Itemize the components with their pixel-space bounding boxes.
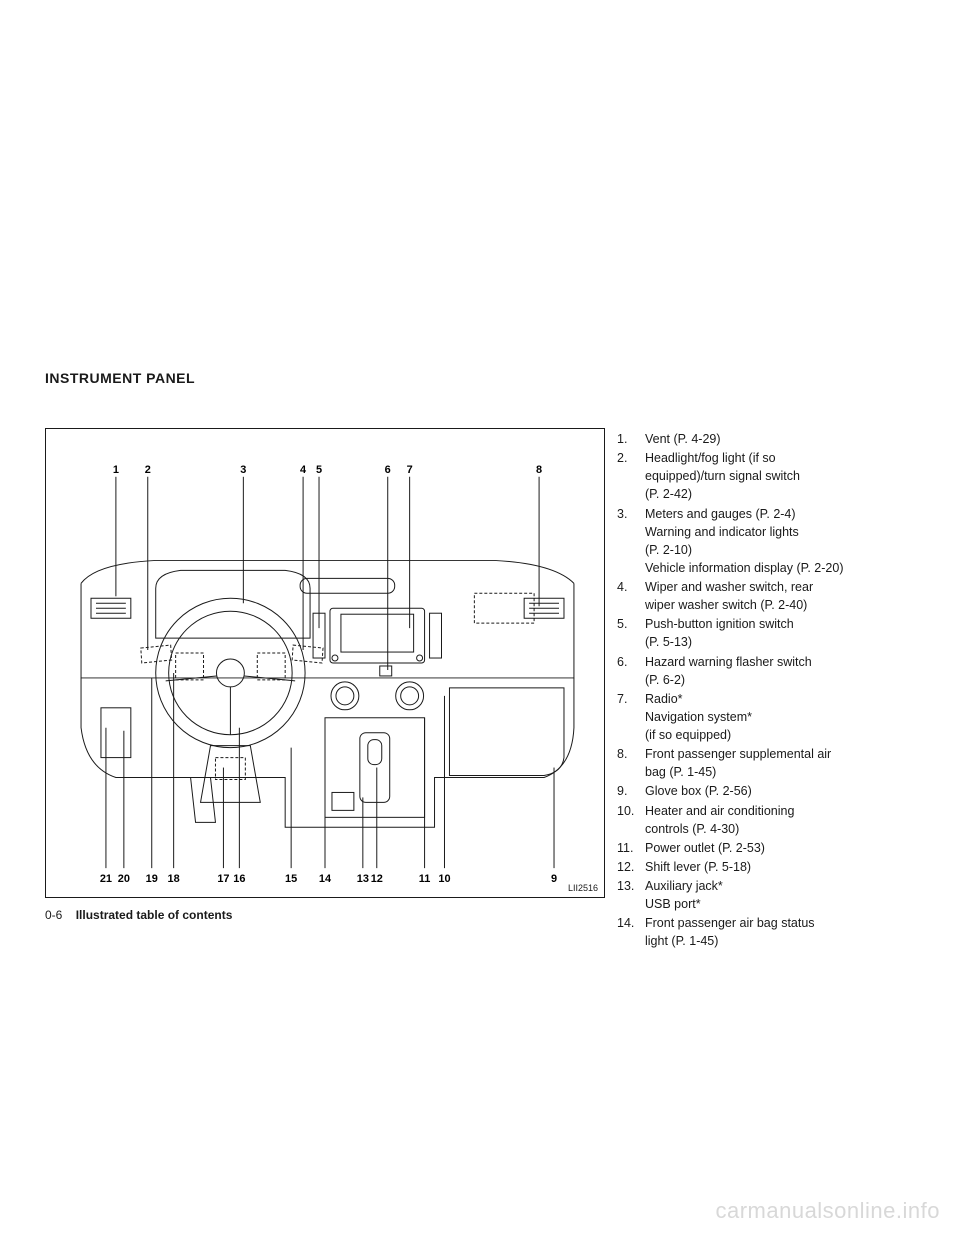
legend-item: 5.Push-button ignition switch(P. 5-13) <box>617 615 915 651</box>
diagram-container: 12345678 <box>45 428 605 898</box>
page-footer: 0-6 Illustrated table of contents <box>45 908 232 922</box>
legend-item: 11.Power outlet (P. 2-53) <box>617 839 915 857</box>
legend-text: Front passenger supplemental airbag (P. … <box>645 745 915 781</box>
svg-text:19: 19 <box>146 873 158 885</box>
svg-text:20: 20 <box>118 873 130 885</box>
legend-number: 8. <box>617 745 645 781</box>
legend-number: 3. <box>617 505 645 578</box>
legend-text: Radio*Navigation system*(if so equipped) <box>645 690 915 744</box>
legend-number: 14. <box>617 914 645 950</box>
svg-text:18: 18 <box>168 873 180 885</box>
legend-number: 10. <box>617 802 645 838</box>
legend-item: 6.Hazard warning flasher switch(P. 6-2) <box>617 653 915 689</box>
legend-item: 12.Shift lever (P. 5-18) <box>617 858 915 876</box>
legend-number: 4. <box>617 578 645 614</box>
legend-text: Meters and gauges (P. 2-4)Warning and in… <box>645 505 915 578</box>
legend-item: 8.Front passenger supplemental airbag (P… <box>617 745 915 781</box>
svg-text:1: 1 <box>113 464 119 476</box>
legend-number: 1. <box>617 430 645 448</box>
legend-text: Power outlet (P. 2-53) <box>645 839 915 857</box>
legend-number: 11. <box>617 839 645 857</box>
legend-text: Glove box (P. 2-56) <box>645 782 915 800</box>
legend-text: Shift lever (P. 5-18) <box>645 858 915 876</box>
footer-section-title: Illustrated table of contents <box>76 908 233 922</box>
svg-text:3: 3 <box>240 464 246 476</box>
svg-text:4: 4 <box>300 464 307 476</box>
legend-item: 4.Wiper and washer switch, rearwiper was… <box>617 578 915 614</box>
legend-text: Headlight/fog light (if soequipped)/turn… <box>645 449 915 503</box>
legend-list: 1.Vent (P. 4-29)2.Headlight/fog light (i… <box>617 428 915 952</box>
legend-number: 2. <box>617 449 645 503</box>
page-title: INSTRUMENT PANEL <box>45 370 195 386</box>
svg-text:13: 13 <box>357 873 369 885</box>
svg-text:10: 10 <box>438 873 450 885</box>
legend-number: 9. <box>617 782 645 800</box>
diagram-code: LII2516 <box>568 883 598 893</box>
instrument-panel-diagram: 12345678 <box>46 429 604 897</box>
legend-number: 6. <box>617 653 645 689</box>
svg-text:2: 2 <box>145 464 151 476</box>
legend-number: 5. <box>617 615 645 651</box>
legend-text: Push-button ignition switch(P. 5-13) <box>645 615 915 651</box>
legend-item: 2.Headlight/fog light (if soequipped)/tu… <box>617 449 915 503</box>
legend-item: 14.Front passenger air bag statuslight (… <box>617 914 915 950</box>
legend-item: 1.Vent (P. 4-29) <box>617 430 915 448</box>
svg-text:9: 9 <box>551 873 557 885</box>
svg-text:11: 11 <box>419 873 431 885</box>
legend-text: Vent (P. 4-29) <box>645 430 915 448</box>
svg-text:16: 16 <box>233 873 245 885</box>
legend-text: Hazard warning flasher switch(P. 6-2) <box>645 653 915 689</box>
watermark: carmanualsonline.info <box>715 1198 940 1224</box>
svg-text:6: 6 <box>385 464 391 476</box>
svg-text:17: 17 <box>217 873 229 885</box>
legend-text: Wiper and washer switch, rearwiper washe… <box>645 578 915 614</box>
legend-number: 13. <box>617 877 645 913</box>
legend-number: 12. <box>617 858 645 876</box>
svg-text:12: 12 <box>371 873 383 885</box>
page-number: 0-6 <box>45 908 62 922</box>
legend-item: 13.Auxiliary jack*USB port* <box>617 877 915 913</box>
legend-text: Heater and air conditioningcontrols (P. … <box>645 802 915 838</box>
legend-item: 10.Heater and air conditioningcontrols (… <box>617 802 915 838</box>
legend-text: Auxiliary jack*USB port* <box>645 877 915 913</box>
svg-text:5: 5 <box>316 464 322 476</box>
legend-item: 3.Meters and gauges (P. 2-4)Warning and … <box>617 505 915 578</box>
content-area: 12345678 <box>45 428 915 952</box>
legend-text: Front passenger air bag statuslight (P. … <box>645 914 915 950</box>
legend-number: 7. <box>617 690 645 744</box>
legend-item: 7.Radio*Navigation system*(if so equippe… <box>617 690 915 744</box>
svg-text:15: 15 <box>285 873 297 885</box>
svg-text:7: 7 <box>407 464 413 476</box>
legend-item: 9.Glove box (P. 2-56) <box>617 782 915 800</box>
svg-text:8: 8 <box>536 464 542 476</box>
svg-text:14: 14 <box>319 873 332 885</box>
svg-text:21: 21 <box>100 873 112 885</box>
